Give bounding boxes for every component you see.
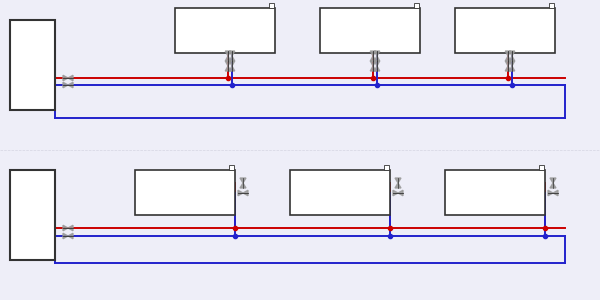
- Polygon shape: [505, 51, 511, 56]
- Polygon shape: [509, 56, 515, 61]
- Polygon shape: [370, 56, 376, 61]
- Polygon shape: [63, 225, 68, 231]
- Polygon shape: [229, 51, 235, 56]
- Bar: [175, 8, 275, 53]
- Polygon shape: [374, 61, 380, 66]
- Polygon shape: [68, 225, 73, 231]
- Polygon shape: [68, 75, 73, 81]
- Polygon shape: [509, 61, 515, 66]
- Polygon shape: [548, 190, 553, 196]
- Polygon shape: [229, 61, 235, 66]
- Bar: [10, 170, 55, 260]
- Polygon shape: [374, 56, 380, 61]
- Bar: [320, 8, 420, 53]
- Polygon shape: [505, 66, 511, 71]
- Text: Koten: Koten: [22, 61, 43, 70]
- Polygon shape: [225, 66, 231, 71]
- Polygon shape: [229, 66, 235, 71]
- Polygon shape: [509, 51, 515, 56]
- Polygon shape: [243, 190, 248, 196]
- Polygon shape: [374, 66, 380, 71]
- Polygon shape: [63, 233, 68, 239]
- Polygon shape: [225, 51, 231, 56]
- Polygon shape: [505, 61, 511, 66]
- Polygon shape: [68, 82, 73, 88]
- Bar: [10, 20, 55, 110]
- Bar: [229, 165, 233, 170]
- Polygon shape: [229, 56, 235, 61]
- Polygon shape: [395, 178, 401, 183]
- Bar: [548, 3, 554, 8]
- Polygon shape: [240, 178, 246, 183]
- Bar: [455, 8, 555, 53]
- Bar: [383, 165, 389, 170]
- Polygon shape: [550, 183, 556, 188]
- Text: Koten: Koten: [22, 211, 43, 220]
- Bar: [269, 3, 274, 8]
- Polygon shape: [509, 66, 515, 71]
- Polygon shape: [370, 51, 376, 56]
- Bar: [445, 170, 545, 215]
- Polygon shape: [225, 61, 231, 66]
- Polygon shape: [553, 190, 558, 196]
- Polygon shape: [393, 190, 398, 196]
- Polygon shape: [395, 183, 401, 188]
- Polygon shape: [370, 61, 376, 66]
- Polygon shape: [550, 178, 556, 183]
- Polygon shape: [225, 56, 231, 61]
- Bar: [135, 170, 235, 215]
- Bar: [290, 170, 390, 215]
- Polygon shape: [238, 190, 243, 196]
- Polygon shape: [240, 183, 246, 188]
- Polygon shape: [63, 82, 68, 88]
- Polygon shape: [68, 233, 73, 239]
- Bar: [413, 3, 419, 8]
- Bar: [539, 165, 544, 170]
- Polygon shape: [398, 190, 403, 196]
- Polygon shape: [374, 51, 380, 56]
- Polygon shape: [505, 56, 511, 61]
- Polygon shape: [63, 75, 68, 81]
- Polygon shape: [370, 66, 376, 71]
